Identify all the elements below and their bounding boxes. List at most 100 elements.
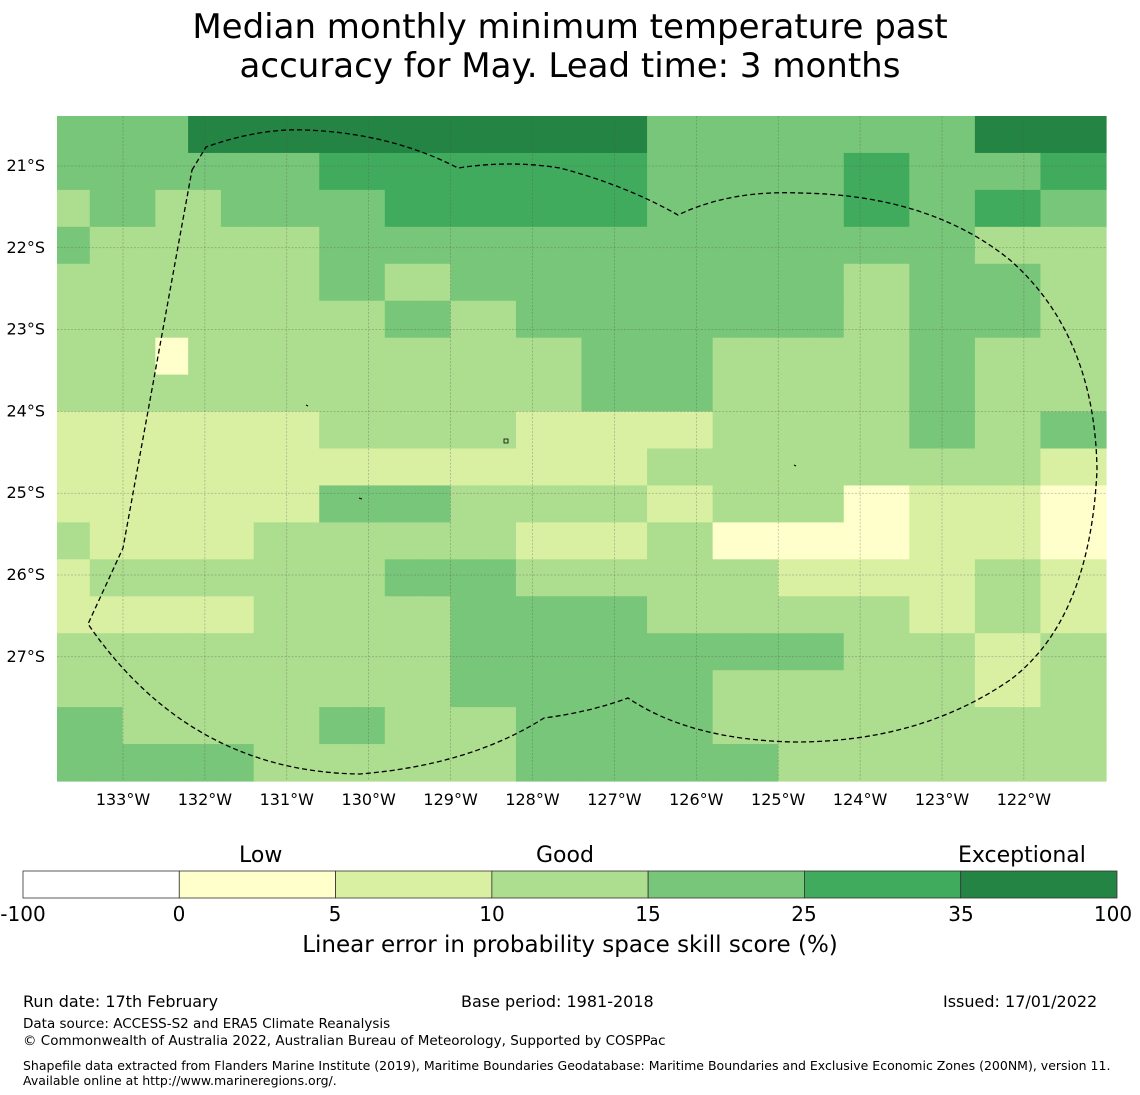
grid-cell xyxy=(942,152,976,191)
grid-cell xyxy=(647,374,681,413)
grid-cell xyxy=(286,596,320,634)
grid-cell xyxy=(1040,374,1074,413)
latitude-label: 23°S xyxy=(6,320,45,339)
grid-cell xyxy=(417,152,451,191)
grid-cell xyxy=(614,226,648,265)
grid-cell xyxy=(974,707,1009,745)
grid-cell xyxy=(122,485,156,523)
grid-cell xyxy=(876,448,910,487)
grid-cell xyxy=(712,670,747,708)
grid-cell xyxy=(1073,522,1107,560)
colorbar-tick: 100 xyxy=(1093,902,1133,926)
latitude-labels: 21°S 22°S 23°S 24°S 25°S 26°S 27°S xyxy=(6,156,45,666)
grid-cell xyxy=(220,374,255,413)
grid-cell xyxy=(843,337,878,376)
grid-cell xyxy=(1040,559,1074,597)
grid-cell xyxy=(122,374,156,413)
grid-cell xyxy=(319,707,353,745)
grid-cell xyxy=(319,596,353,634)
grid-cell xyxy=(450,596,484,634)
grid-cell xyxy=(647,670,681,708)
grid-cell xyxy=(384,485,419,523)
grid-cell xyxy=(581,485,615,523)
grid-cell xyxy=(942,189,976,228)
grid-cell xyxy=(253,152,288,191)
grid-cell xyxy=(57,263,91,302)
grid-cell xyxy=(286,485,320,523)
grid-cell xyxy=(122,522,156,560)
grid-cell xyxy=(647,226,681,265)
grid-cell xyxy=(220,670,255,708)
grid-cell xyxy=(483,485,517,523)
shapefile-credit: Shapefile data extracted from Flanders M… xyxy=(23,1058,1111,1088)
grid-cell xyxy=(974,411,1009,450)
grid-cell xyxy=(778,226,812,265)
longitude-label: 127°W xyxy=(587,790,642,809)
grid-cell xyxy=(843,411,878,450)
grid-cell xyxy=(778,633,812,671)
grid-cell xyxy=(581,633,615,671)
grid-cell xyxy=(647,448,681,487)
longitude-label: 130°W xyxy=(342,790,397,809)
colorbar-label-good: Good xyxy=(536,843,594,868)
grid-cell xyxy=(319,633,353,671)
grid-cell xyxy=(1073,226,1107,265)
grid-cell xyxy=(89,448,124,487)
grid-cell xyxy=(483,633,517,671)
grid-cell xyxy=(614,263,648,302)
grid-cell xyxy=(89,116,124,154)
grid-cell xyxy=(155,596,189,634)
grid-cell xyxy=(384,448,419,487)
grid-cell xyxy=(745,596,779,634)
grid-cell xyxy=(384,522,419,560)
grid-cell xyxy=(942,263,976,302)
grid-cell xyxy=(843,559,878,597)
grid-cell xyxy=(745,670,779,708)
grid-cell xyxy=(548,596,583,634)
grid-cell xyxy=(253,263,288,302)
grid-cell xyxy=(1073,485,1107,523)
grid-cell xyxy=(220,226,255,265)
grid-cell xyxy=(122,152,156,191)
grid-cell xyxy=(909,189,943,228)
grid-cell xyxy=(745,300,779,339)
grid-cell xyxy=(548,337,583,376)
grid-cell xyxy=(712,485,747,523)
grid-cell xyxy=(876,596,910,634)
grid-cell xyxy=(450,707,484,745)
longitude-label: 126°W xyxy=(669,790,724,809)
grid-cell xyxy=(647,596,681,634)
grid-cell xyxy=(712,633,747,671)
grid-cell xyxy=(810,744,845,782)
grid-cell xyxy=(778,596,812,634)
island-shape xyxy=(305,404,309,407)
grid-cell xyxy=(220,337,255,376)
grid-cell xyxy=(319,411,353,450)
grid-cell xyxy=(319,152,353,191)
grid-cell xyxy=(1007,633,1042,671)
grid-cell xyxy=(647,116,681,154)
grid-cell xyxy=(581,374,615,413)
grid-cell xyxy=(614,448,648,487)
grid-cell xyxy=(843,596,878,634)
grid-cell xyxy=(778,707,812,745)
grid-cell xyxy=(384,300,419,339)
grid-cell xyxy=(1073,633,1107,671)
longitude-label: 129°W xyxy=(423,790,478,809)
grid-cell xyxy=(1007,226,1042,265)
grid-cell xyxy=(942,485,976,523)
latitude-label: 22°S xyxy=(6,238,45,257)
grid-cell xyxy=(909,116,943,154)
grid-cell xyxy=(974,152,1009,191)
grid-cell xyxy=(57,670,91,708)
grid-cell xyxy=(745,448,779,487)
grid-cell xyxy=(122,633,156,671)
grid-cell xyxy=(319,226,353,265)
grid-cell xyxy=(253,189,288,228)
grid-cell xyxy=(647,744,681,782)
grid-cell xyxy=(1040,596,1074,634)
grid-cell xyxy=(647,300,681,339)
grid-cell xyxy=(548,744,583,782)
grid-cell xyxy=(778,522,812,560)
grid-cell xyxy=(253,596,288,634)
